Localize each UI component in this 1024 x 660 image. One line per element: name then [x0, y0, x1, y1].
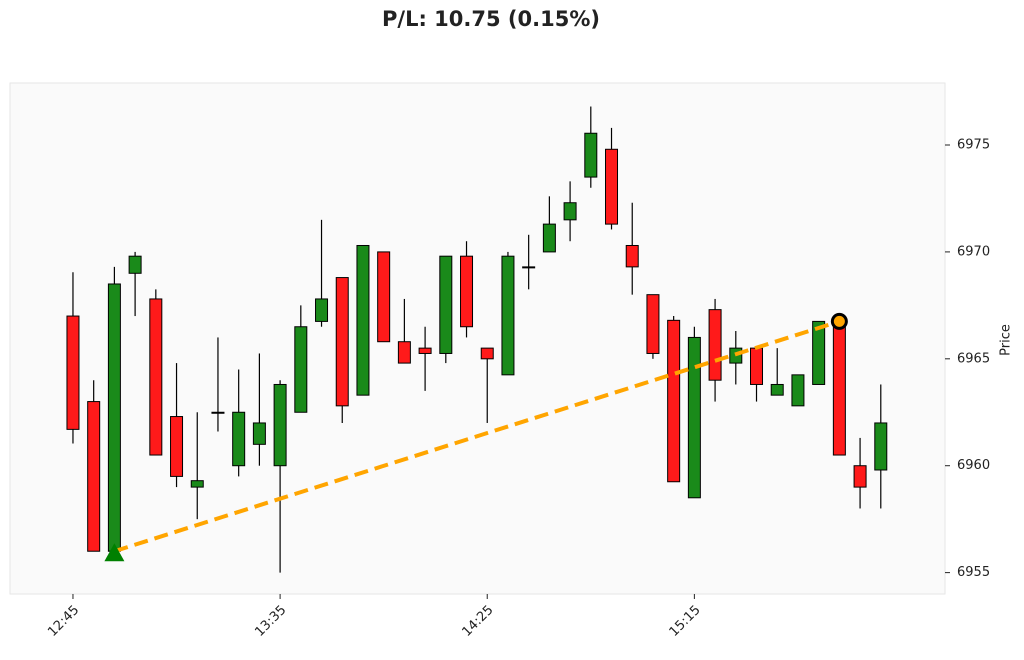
candle-body: [439, 255, 453, 354]
x-tick-label: 13:35: [252, 603, 289, 640]
candle-body: [128, 255, 142, 274]
y-axis-label: Price: [999, 324, 1014, 356]
candle-body: [460, 255, 474, 328]
candle-body: [294, 326, 308, 413]
exit-marker: [830, 312, 848, 330]
candle-body: [356, 244, 370, 396]
candle-body: [812, 320, 826, 385]
candle-body: [335, 277, 349, 407]
chart-title: P/L: 10.75 (0.15%): [382, 7, 600, 31]
candle-body: [480, 347, 494, 360]
y-tick-label: 6975: [957, 138, 990, 153]
candle-body: [149, 298, 163, 456]
candle-body: [190, 480, 204, 488]
candle-body: [315, 298, 329, 322]
candle-body: [501, 255, 515, 376]
candle-body: [232, 411, 246, 467]
x-tick-label: 12:45: [45, 603, 82, 640]
candle-body: [770, 383, 784, 396]
candle-body: [584, 132, 598, 178]
candle-body: [853, 465, 867, 488]
candle-body: [605, 148, 619, 225]
candle-body: [273, 383, 287, 467]
candle-body: [791, 374, 805, 407]
x-tick-label: 15:15: [667, 603, 704, 640]
candle-body: [170, 416, 184, 477]
candle-body: [687, 336, 701, 499]
trade-line: [113, 319, 840, 554]
candle-body: [667, 319, 681, 483]
candle-body: [832, 320, 846, 456]
candle-body: [397, 341, 411, 364]
candle-body: [563, 202, 577, 221]
candle-body: [625, 244, 639, 268]
entry-marker: [104, 543, 125, 562]
candle-body: [87, 401, 101, 552]
y-tick-label: 6960: [957, 458, 990, 473]
y-tick-label: 6970: [957, 244, 990, 259]
candle-body: [211, 411, 225, 414]
candle-body: [542, 223, 556, 253]
y-tick-label: 6955: [957, 565, 990, 580]
candle-body: [750, 347, 764, 385]
candle-body: [646, 294, 660, 354]
y-tick-label: 6965: [957, 351, 990, 366]
candle-body: [66, 315, 80, 430]
candle-body: [377, 251, 391, 343]
candle-body: [874, 422, 888, 471]
candle-body: [107, 283, 121, 552]
candle-body: [522, 266, 536, 269]
candle-body: [418, 347, 432, 354]
candle-body: [252, 422, 266, 445]
candle-body: [708, 309, 722, 381]
x-tick-label: 14:25: [459, 603, 496, 640]
plot-area: [9, 82, 946, 595]
